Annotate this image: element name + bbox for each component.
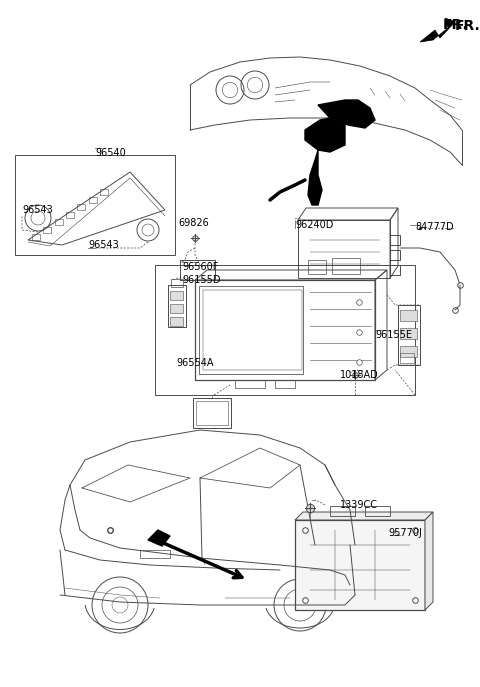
Bar [203, 290, 302, 370]
Bar [295, 520, 425, 610]
Polygon shape [308, 150, 322, 205]
Text: 96560F: 96560F [182, 262, 218, 272]
Polygon shape [425, 512, 433, 610]
Bar [330, 506, 355, 516]
Bar [332, 258, 360, 274]
Bar [199, 286, 303, 374]
Bar [390, 235, 400, 245]
Polygon shape [148, 530, 170, 546]
Polygon shape [318, 100, 375, 128]
Bar [168, 285, 186, 327]
Text: 96540: 96540 [95, 148, 126, 158]
Bar [235, 380, 265, 388]
Text: 84777D: 84777D [415, 222, 454, 232]
Text: 1339CC: 1339CC [340, 500, 378, 510]
Text: 96554A: 96554A [176, 358, 214, 368]
Bar [195, 280, 375, 380]
Polygon shape [420, 18, 455, 42]
Bar [155, 265, 415, 395]
Bar [365, 506, 390, 516]
Text: FR.: FR. [455, 19, 480, 33]
Bar [400, 310, 417, 321]
Polygon shape [295, 512, 433, 520]
Bar [170, 304, 183, 313]
Bar [171, 279, 183, 287]
Bar [390, 265, 400, 275]
Text: 96155D: 96155D [182, 275, 220, 285]
Text: 69826: 69826 [178, 218, 209, 228]
Bar [400, 346, 417, 357]
Text: FR.: FR. [443, 18, 469, 32]
Text: 95770J: 95770J [388, 528, 422, 538]
Bar [308, 260, 326, 274]
Bar [193, 398, 231, 428]
Polygon shape [305, 118, 345, 152]
Text: 96543: 96543 [22, 205, 53, 215]
Bar [170, 317, 183, 326]
Bar [170, 291, 183, 300]
Text: 96543: 96543 [88, 240, 119, 250]
Text: 96155E: 96155E [375, 330, 412, 340]
Bar [398, 305, 420, 365]
Bar [196, 401, 228, 425]
Bar [275, 380, 295, 388]
Bar [140, 550, 170, 558]
Bar [15, 155, 175, 255]
Bar [390, 250, 400, 260]
Bar [400, 328, 417, 339]
Text: 96240D: 96240D [295, 220, 334, 230]
Bar [180, 260, 215, 280]
Bar [400, 353, 414, 363]
Text: 1018AD: 1018AD [340, 370, 379, 380]
